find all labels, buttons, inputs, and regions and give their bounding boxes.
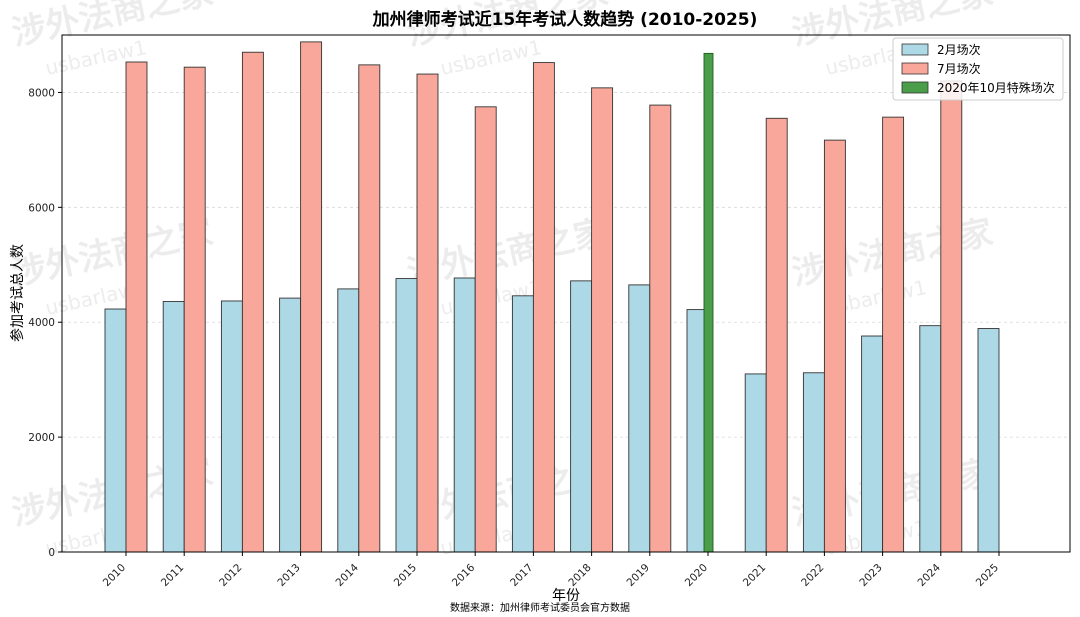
legend-label: 2月场次	[937, 43, 981, 57]
bar-feb-2021	[744, 373, 767, 553]
y-tick-label: 2000	[28, 432, 55, 444]
bar-jul-2022	[823, 139, 846, 553]
x-axis-label: 年份	[552, 588, 580, 604]
x-tick-label: 2021	[741, 562, 768, 589]
x-tick-label: 2022	[799, 562, 826, 589]
bar-jul-2021	[765, 117, 788, 553]
legend-swatch	[901, 43, 929, 56]
y-axis-ticks: 0 2000 4000 6000 8000	[28, 87, 62, 559]
watermark-layer: 涉外法商之家usbarlaw1涉外法商之家usbarlaw1涉外法商之家usba…	[9, 0, 997, 560]
plot-frame	[61, 34, 1071, 553]
x-tick-label: 2024	[916, 561, 944, 589]
bar-jul-2016	[474, 106, 497, 553]
legend-swatch	[901, 81, 929, 94]
legend-box	[892, 37, 1064, 101]
x-tick-label: 2025	[974, 562, 1001, 589]
x-tick-label: 2012	[217, 562, 244, 589]
x-tick-label: 2014	[334, 561, 362, 589]
legend-label: 2020年10月特殊场次	[937, 80, 1055, 95]
x-tick-label: 2016	[450, 561, 478, 589]
x-tick-label: 2019	[625, 562, 652, 589]
x-tick-label: 2013	[275, 562, 302, 589]
bar-jul-2019	[649, 104, 672, 553]
bar-feb-2017	[511, 295, 534, 553]
y-tick-label: 0	[48, 547, 55, 559]
bar-jul-2015	[416, 73, 439, 553]
bar-jul-2017	[532, 62, 555, 553]
y-axis-label: 参加考试总人数	[9, 244, 26, 342]
bar-feb-2024	[919, 325, 942, 553]
bar-feb-2025	[977, 328, 1000, 553]
bar-feb-2013	[279, 297, 302, 553]
x-tick-label: 2023	[857, 562, 884, 589]
bar-jul-2010	[125, 61, 148, 553]
x-tick-label: 2017	[508, 562, 535, 589]
bar-jul-2014	[358, 64, 381, 553]
y-tick-label: 6000	[28, 202, 55, 214]
bar-feb-2019	[628, 284, 651, 553]
bar-feb-2012	[220, 300, 243, 553]
bar-feb-2015	[395, 278, 418, 553]
legend: 2月场次 7月场次 2020年10月特殊场次	[892, 37, 1064, 101]
legend-swatch	[901, 62, 929, 75]
bar-jul-2024	[940, 80, 963, 553]
bar-feb-2016	[453, 277, 476, 553]
bar-feb-2018	[570, 280, 593, 553]
chart-title: 加州律师考试近15年考试人数趋势 (2010-2025)	[372, 9, 758, 30]
bar-feb-2014	[337, 288, 360, 553]
source-note: 数据来源：加州律师考试委员会官方数据	[450, 601, 630, 614]
x-tick-label: 2018	[566, 562, 593, 589]
bar-feb-2023	[861, 335, 884, 553]
y-tick-label: 4000	[28, 317, 55, 329]
x-tick-label: 2010	[101, 562, 128, 589]
bar-oct-2020	[703, 52, 714, 553]
bar-feb-2010	[104, 308, 127, 553]
bar-jul-2013	[300, 41, 323, 553]
y-tick-label: 8000	[28, 87, 55, 99]
axes	[61, 34, 1071, 553]
bar-jul-2011	[183, 66, 206, 553]
x-tick-label: 2011	[159, 562, 186, 589]
bar-jul-2012	[241, 51, 264, 553]
bar-feb-2011	[162, 301, 185, 553]
legend-label: 7月场次	[937, 62, 981, 76]
bar-jul-2018	[591, 87, 614, 553]
x-axis-ticks: 2010 2011 2012 2013 2014 2015 2016 2017 2018 2019…	[101, 552, 1001, 589]
x-tick-label: 2020	[683, 562, 710, 589]
bar-jul-2023	[882, 116, 905, 553]
x-tick-label: 2015	[392, 562, 419, 589]
bars	[104, 41, 1000, 553]
bar-feb-2022	[802, 372, 825, 553]
